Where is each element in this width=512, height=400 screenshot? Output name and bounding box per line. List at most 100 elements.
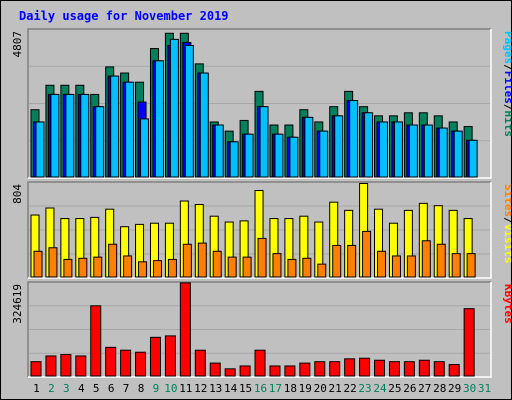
x-tick-label-18: 18	[284, 382, 297, 395]
bar-kbytes-24	[374, 359, 386, 377]
bar-sites-3	[63, 258, 73, 278]
bar-kbytes-20	[314, 361, 326, 377]
bar-kbytes-22	[344, 358, 356, 377]
x-tick-label-10: 10	[164, 382, 177, 395]
bar-sites-18	[287, 258, 297, 278]
bar-kbytes-28	[433, 361, 445, 377]
bar-pages-18	[289, 136, 299, 178]
legend-files: Files	[502, 71, 511, 104]
legend-kbytes: KBytes	[502, 284, 511, 324]
legend-hits: Hits	[502, 111, 511, 138]
bar-kbytes-23	[359, 357, 371, 377]
bar-sites-22	[347, 244, 357, 278]
bar-kbytes-27	[418, 359, 430, 377]
bar-kbytes-1	[30, 361, 42, 377]
legend: KBytes	[502, 284, 511, 324]
bar-sites-7	[123, 255, 133, 278]
panel-visits-sites: 804 Sites/Visits	[11, 181, 511, 279]
legend-text: Pages/Files/Hits	[502, 31, 511, 137]
x-tick-label-27: 27	[418, 382, 431, 395]
bar-pages-5	[95, 106, 105, 178]
bar-kbytes-2	[45, 355, 57, 377]
x-tick-label-1: 1	[33, 382, 40, 395]
x-tick-label-9: 9	[153, 382, 160, 395]
bar-pages-26	[408, 124, 418, 178]
legend-text: Sites/Visits	[502, 184, 511, 264]
bar-pages-24	[379, 121, 389, 178]
bar-pages-30	[468, 139, 478, 178]
x-tick-label-15: 15	[239, 382, 252, 395]
bar-pages-22	[349, 100, 359, 178]
x-tick-label-3: 3	[63, 382, 70, 395]
bar-kbytes-29	[448, 364, 460, 377]
bar-pages-1	[35, 121, 45, 178]
bar-sites-4	[78, 257, 88, 278]
x-tick-label-21: 21	[329, 382, 342, 395]
bar-sites-24	[377, 250, 387, 278]
bar-sites-1	[33, 250, 43, 278]
bar-sites-9	[152, 260, 162, 278]
bar-kbytes-25	[388, 361, 400, 377]
x-tick-label-16: 16	[254, 382, 267, 395]
bar-sites-10	[167, 258, 177, 278]
bar-pages-14	[229, 141, 239, 178]
bar-kbytes-3	[60, 354, 72, 377]
bar-sites-26	[406, 255, 416, 278]
bar-sites-5	[93, 256, 103, 278]
bar-pages-25	[393, 121, 403, 178]
bar-pages-13	[214, 124, 224, 178]
x-tick-label-22: 22	[343, 382, 356, 395]
bar-pages-2	[50, 93, 60, 178]
legend-separator: /	[502, 64, 511, 71]
bar-kbytes-13	[209, 362, 221, 377]
bar-sites-2	[48, 247, 58, 278]
bar-sites-15	[242, 256, 252, 278]
x-tick-label-24: 24	[373, 382, 387, 395]
panel-shadow-edge	[27, 181, 491, 278]
x-tick-label-7: 7	[123, 382, 130, 395]
x-tick-label-12: 12	[194, 382, 207, 395]
bar-kbytes-19	[299, 362, 311, 377]
bar-pages-16	[259, 106, 269, 178]
bar-kbytes-30	[463, 308, 475, 377]
x-axis-labels: 1 2 3 4 5 6 7 8 9 10 11 12 13 14 15 16 17 18 19 20 21 22 23 24 2…	[33, 382, 491, 395]
bar-kbytes-5	[90, 305, 102, 377]
panel-shadow-edge	[27, 281, 491, 377]
bar-kbytes-7	[120, 349, 132, 377]
bar-pages-11	[184, 45, 194, 178]
legend: Pages/Files/Hits	[502, 31, 511, 137]
bar-pages-29	[453, 130, 463, 178]
legend-sites: Sites	[502, 184, 511, 217]
x-tick-label-28: 28	[433, 382, 446, 395]
bar-pages-17	[274, 133, 284, 178]
bar-kbytes-10	[164, 335, 176, 377]
x-tick-label-11: 11	[179, 382, 192, 395]
bar-sites-28	[436, 243, 446, 278]
bar-sites-12	[197, 242, 207, 278]
bar-kbytes-8	[135, 351, 147, 377]
bar-pages-6	[110, 75, 120, 178]
bar-sites-29	[451, 253, 461, 278]
x-tick-label-5: 5	[93, 382, 100, 395]
bar-pages-28	[438, 127, 448, 178]
bar-sites-27	[421, 240, 431, 278]
bar-pages-27	[423, 124, 433, 178]
bar-kbytes-16	[254, 349, 266, 377]
bar-sites-20	[317, 263, 327, 278]
x-tick-label-2: 2	[48, 382, 55, 395]
bar-kbytes-11	[179, 282, 191, 377]
panel-light-edge	[28, 282, 492, 378]
bar-sites-8	[138, 261, 148, 278]
x-tick-label-23: 23	[358, 382, 371, 395]
legend-pages: Pages	[502, 31, 511, 64]
bar-kbytes-6	[105, 346, 117, 377]
bar-kbytes-9	[149, 336, 161, 377]
legend-visits: Visits	[502, 224, 511, 264]
x-tick-label-8: 8	[138, 382, 145, 395]
legend-text: KBytes	[502, 284, 511, 324]
bar-pages-10	[169, 38, 179, 178]
bar-sites-17	[272, 253, 282, 278]
bar-kbytes-14	[224, 368, 236, 377]
